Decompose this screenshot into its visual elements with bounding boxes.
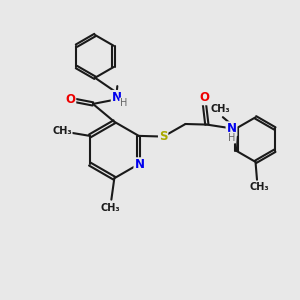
Text: H: H	[228, 133, 235, 143]
Text: CH₃: CH₃	[101, 203, 121, 213]
Text: N: N	[134, 158, 144, 171]
Text: H: H	[120, 98, 128, 108]
Text: CH₃: CH₃	[52, 126, 72, 136]
Text: S: S	[159, 130, 167, 143]
Text: CH₃: CH₃	[250, 182, 269, 193]
Text: CH₃: CH₃	[211, 104, 230, 114]
Text: N: N	[112, 91, 122, 104]
Text: O: O	[65, 93, 75, 106]
Text: O: O	[200, 91, 209, 104]
Text: N: N	[226, 122, 236, 135]
